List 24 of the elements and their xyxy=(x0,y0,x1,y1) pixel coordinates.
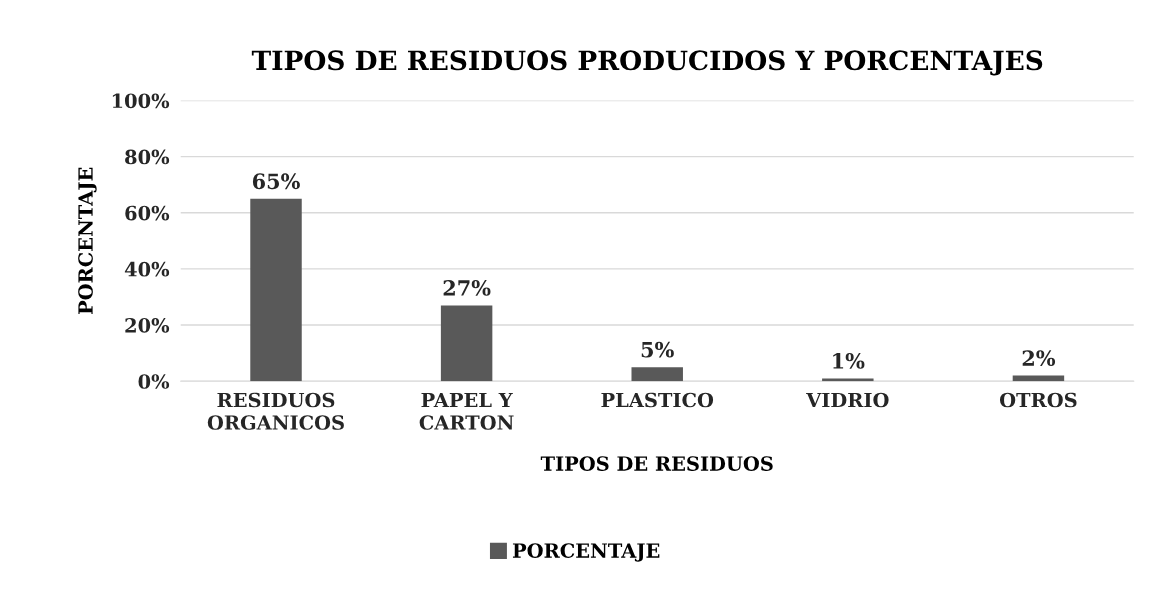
bar xyxy=(440,305,493,382)
data-label: 27% xyxy=(443,280,491,296)
x-tick-label: VIDRIO xyxy=(806,392,889,408)
y-axis-title: PORCENTAJE xyxy=(78,167,97,315)
chart-title: TIPOS DE RESIDUOS PRODUCIDOS Y PORCENTAJES xyxy=(251,50,1043,76)
y-tick-label: 40% xyxy=(124,261,170,277)
x-tick-label: PLASTICO xyxy=(601,392,714,408)
data-label: 65% xyxy=(252,173,300,190)
data-label: 2% xyxy=(1022,350,1056,366)
x-tick-label: PAPEL Y CARTON xyxy=(419,392,514,430)
x-tick-label: RESIDUOS ORGANICOS xyxy=(207,392,344,430)
y-tick-label: 100% xyxy=(112,93,170,109)
y-tick-label: 20% xyxy=(125,318,170,333)
bar xyxy=(250,198,302,382)
y-tick-label: 0% xyxy=(138,374,170,389)
y-tick-label: 80% xyxy=(125,149,170,165)
x-tick-label: OTROS xyxy=(999,392,1077,408)
legend-label: PORCENTAJE xyxy=(512,543,660,562)
x-axis-title: TIPOS DE RESIDUOS xyxy=(540,456,773,471)
bar xyxy=(631,367,683,382)
bar xyxy=(822,378,874,382)
y-tick-label: 60% xyxy=(125,205,170,221)
data-label: 1% xyxy=(833,353,865,369)
data-label: 5% xyxy=(641,341,674,358)
